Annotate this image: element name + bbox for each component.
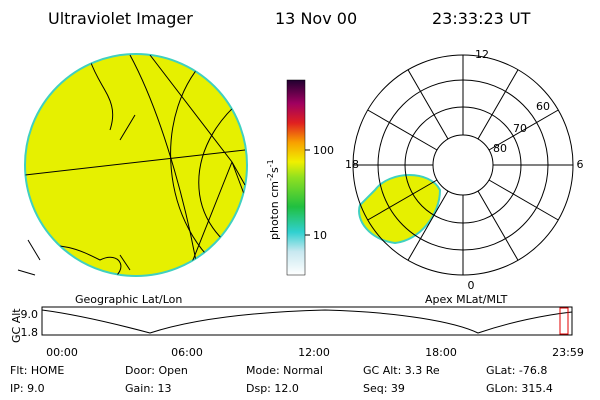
spoke — [477, 69, 519, 140]
info-field: GC Alt: 3.3 Re — [363, 364, 440, 377]
altitude-xtick: 00:00 — [46, 346, 78, 359]
polar-caption: Apex MLat/MLT — [425, 293, 508, 306]
date: 13 Nov 00 — [275, 9, 357, 28]
mlat-label: 80 — [493, 142, 507, 155]
polar-grid — [352, 54, 574, 276]
altitude-xtick: 12:00 — [298, 346, 330, 359]
globe-image — [17, 53, 248, 277]
altitude-curve — [41, 309, 573, 334]
info-field: Gain: 13 — [125, 382, 172, 395]
info-field: Flt: HOME — [10, 364, 64, 377]
altitude-frame — [41, 306, 573, 336]
mlt-label: 0 — [468, 279, 475, 292]
altitude-ylabel: GC Alt — [10, 308, 23, 343]
title: Ultraviolet Imager — [48, 9, 193, 28]
info-field: GLat: -76.8 — [486, 364, 547, 377]
map-caption: Geographic Lat/Lon — [75, 293, 182, 306]
aurora-oval — [358, 174, 442, 245]
info-field: Dsp: 12.0 — [246, 382, 299, 395]
altitude-ytick: 9.0 — [21, 308, 39, 321]
spoke — [407, 190, 449, 261]
mlat-label: 70 — [513, 122, 527, 135]
spoke — [488, 179, 559, 221]
colorbar-tick-label: 10 — [313, 229, 327, 242]
colorbar — [286, 79, 306, 276]
altitude-xtick: 06:00 — [171, 346, 203, 359]
altitude-xtick: 18:00 — [425, 346, 457, 359]
spoke — [367, 109, 438, 151]
spoke — [488, 109, 559, 151]
colorbar-label: photon cm-2s-1 — [266, 159, 281, 240]
spoke — [477, 190, 519, 261]
info-field: IP: 9.0 — [10, 382, 45, 395]
mlt-label: 6 — [577, 158, 584, 171]
mlt-label: 18 — [345, 158, 359, 171]
info-field: Mode: Normal — [246, 364, 323, 377]
info-field: Door: Open — [125, 364, 188, 377]
info-field: GLon: 315.4 — [486, 382, 553, 395]
spoke — [367, 179, 438, 221]
mlt-label: 12 — [475, 48, 489, 61]
spoke — [407, 69, 449, 140]
altitude-ytick: 1.8 — [21, 326, 39, 339]
mlat-label: 60 — [536, 100, 550, 113]
altitude-xtick: 23:59 — [552, 346, 584, 359]
current-time-marker — [559, 307, 569, 335]
colorbar-tick-label: 100 — [313, 144, 334, 157]
info-field: Seq: 39 — [363, 382, 405, 395]
time: 23:33:23 UT — [432, 9, 531, 28]
